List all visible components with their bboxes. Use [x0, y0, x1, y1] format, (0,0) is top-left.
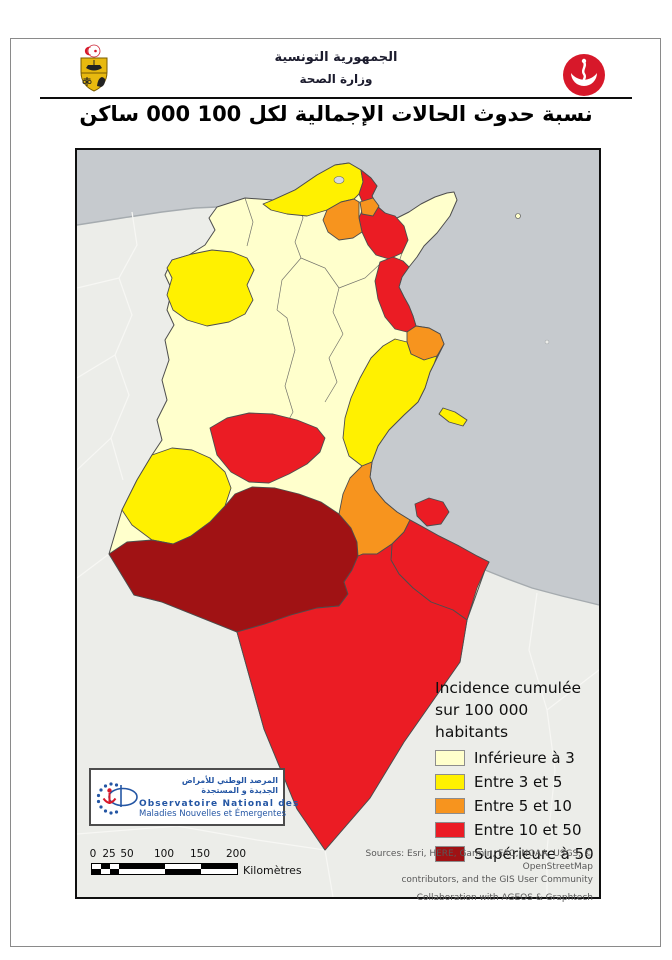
region-tataouine [236, 543, 468, 851]
scale-tick-label: 0 [89, 848, 97, 860]
onmne-latin-line2: Maladies Nouvelles et Émergentes [139, 808, 287, 819]
onmne-logo-box: المرصد الوطني للأمراض الجديدة و المستجدة… [89, 768, 300, 826]
region-sousse-monastir [374, 256, 417, 333]
collaboration-note: Collaboration with AGEOS & Graphtech [416, 893, 593, 903]
region-le-kef [166, 249, 255, 327]
scale-tick-label: 200 [225, 848, 247, 860]
map-legend: Incidence cumulée sur 100 000 habitants … [435, 677, 599, 863]
legend-item: Entre 5 et 10 [435, 797, 599, 815]
onmne-arabic-line1: المرصد الوطني للأمراض [181, 775, 278, 785]
legend-label: Entre 10 et 50 [474, 821, 582, 839]
map-frame: Incidence cumulée sur 100 000 habitants … [75, 148, 601, 903]
region-manouba [322, 198, 363, 241]
legend-item: Entre 10 et 50 [435, 821, 599, 839]
libya-coastline [484, 569, 599, 606]
legend-label: Entre 5 et 10 [474, 797, 572, 815]
scale-bar: 0 25 50 100 150 200 Kilomè [89, 848, 321, 882]
legend-label: Supérieure à 50 [474, 845, 594, 863]
header-country-title: الجمهورية التونسية [274, 50, 398, 65]
scale-tick-label: 100 [153, 848, 175, 860]
sources-line2: contributors, and the GIS User Community [401, 875, 593, 885]
neighbor-admin-lines [77, 211, 599, 897]
region-kerkennah-islands [438, 407, 468, 427]
sources-note: Sources: Esri, HERE, Garmin, FAO, NOAA, … [353, 848, 593, 905]
sources-line1: Sources: Esri, HERE, Garmin, FAO, NOAA, … [365, 849, 593, 872]
ministry-health-logo-icon [563, 54, 605, 96]
region-gafsa [209, 412, 326, 484]
legend-swatch-superieure-50 [435, 846, 465, 862]
legend-title-line2: sur 100 000 habitants [435, 701, 529, 741]
scale-tick-label: 25 [102, 848, 116, 860]
legend-label: Entre 3 et 5 [474, 773, 563, 791]
scale-bar-graphic [91, 863, 238, 875]
scale-tick-label: 50 [120, 848, 134, 860]
legend-swatch-entre-10-50 [435, 822, 465, 838]
legend-label: Inférieure à 3 [474, 749, 575, 767]
legend-swatch-entre-5-10 [435, 798, 465, 814]
region-sfax [342, 338, 438, 467]
region-manouba-north [359, 197, 380, 217]
onmne-text: المرصد الوطني للأمراض الجديدة و المستجدة… [139, 775, 300, 819]
legend-item: Entre 3 et 5 [435, 773, 599, 791]
header-ministry-title: وزارة الصحة [299, 72, 373, 86]
bizerte-lake [333, 176, 345, 184]
region-djerba-island [414, 497, 450, 527]
zembra-islet [515, 213, 521, 219]
page-title: نسبة حدوث الحالات الإجمالية لكل 100 000 … [79, 102, 593, 126]
legend-swatch-entre-3-5 [435, 774, 465, 790]
scale-unit-label: Kilomètres [243, 864, 302, 877]
onmne-latin-line1: Observatoire National des [139, 798, 300, 809]
scale-tick-label: 150 [189, 848, 211, 860]
legend-item: Inférieure à 3 [435, 749, 599, 767]
header-titles: الجمهورية التونسية وزارة الصحة [0, 50, 672, 86]
legend-swatch-inferieure-3 [435, 750, 465, 766]
legend-item: Supérieure à 50 [435, 845, 599, 863]
tunisia-coat-of-arms-icon [80, 44, 108, 92]
legend-title-line1: Incidence cumulée [435, 679, 582, 697]
algeria-coastline [77, 206, 218, 226]
header-divider [40, 97, 632, 99]
onmne-arabic-line2: الجديدة و المستجدة [201, 785, 278, 795]
onmne-logo-icon [96, 782, 138, 815]
kuriat-islet [544, 339, 550, 345]
tunisia-choropleth-map [77, 150, 599, 897]
